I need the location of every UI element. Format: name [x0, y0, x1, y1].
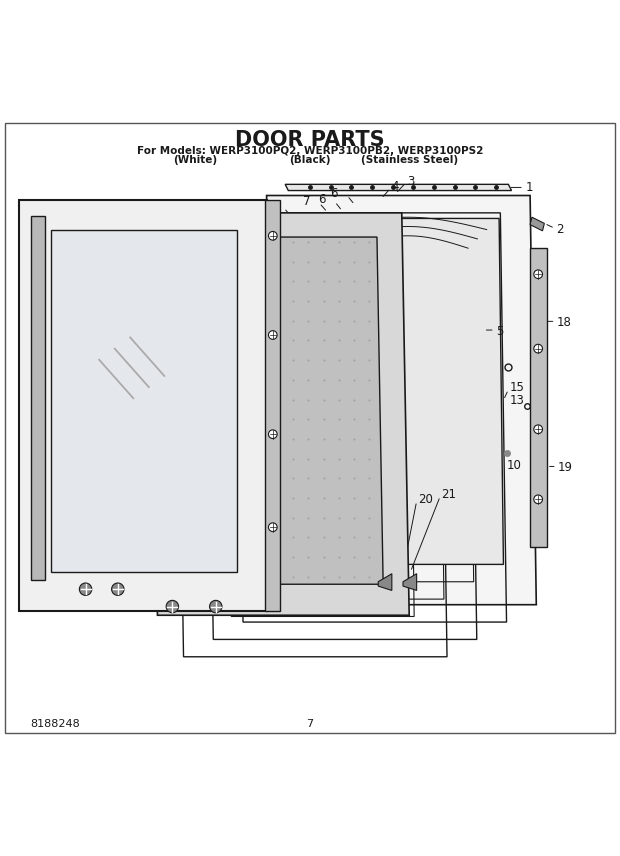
Circle shape	[268, 523, 277, 532]
Text: 8: 8	[267, 199, 274, 212]
Polygon shape	[316, 218, 503, 564]
Polygon shape	[378, 574, 392, 591]
Text: 10: 10	[94, 252, 109, 265]
Text: 12: 12	[210, 421, 224, 435]
Text: 4: 4	[392, 181, 399, 193]
Text: 13: 13	[510, 394, 525, 407]
Text: 13: 13	[30, 392, 45, 405]
Polygon shape	[31, 216, 45, 580]
Circle shape	[268, 231, 277, 241]
Circle shape	[534, 344, 542, 353]
Polygon shape	[183, 237, 383, 585]
Text: (Black): (Black)	[290, 155, 330, 165]
Polygon shape	[19, 199, 267, 611]
Text: 2: 2	[556, 223, 564, 236]
Polygon shape	[267, 195, 536, 604]
Circle shape	[534, 270, 542, 278]
Text: 20: 20	[418, 493, 433, 506]
Text: 18: 18	[557, 316, 572, 329]
Text: 3: 3	[407, 175, 415, 187]
Circle shape	[534, 425, 542, 434]
Text: (White): (White)	[173, 155, 218, 165]
Text: 12: 12	[32, 282, 46, 294]
Text: 5: 5	[496, 324, 503, 338]
Circle shape	[210, 600, 222, 613]
Text: eReplacementParts.com: eReplacementParts.com	[234, 404, 386, 417]
Text: 21: 21	[441, 488, 456, 501]
Circle shape	[268, 330, 277, 339]
Text: 13: 13	[153, 522, 167, 535]
Circle shape	[534, 495, 542, 503]
Circle shape	[268, 430, 277, 438]
Text: 19: 19	[558, 461, 573, 474]
Text: 19: 19	[216, 316, 231, 329]
Polygon shape	[530, 248, 547, 547]
Text: 10: 10	[507, 459, 522, 472]
Text: 22: 22	[368, 495, 383, 508]
Text: 6: 6	[330, 187, 338, 200]
Polygon shape	[403, 574, 417, 591]
Text: (Stainless Steel): (Stainless Steel)	[361, 155, 458, 165]
Circle shape	[112, 583, 124, 596]
Text: 13: 13	[123, 509, 138, 522]
Text: 9: 9	[205, 223, 212, 236]
Text: 1: 1	[526, 181, 533, 194]
Polygon shape	[51, 229, 237, 572]
Text: DOOR PARTS: DOOR PARTS	[235, 130, 385, 150]
Polygon shape	[265, 199, 280, 611]
Text: 15: 15	[510, 381, 525, 395]
Text: 8188248: 8188248	[30, 719, 79, 729]
Text: 7: 7	[306, 719, 314, 729]
Text: 13: 13	[227, 515, 242, 529]
Text: 11: 11	[119, 264, 134, 277]
Text: 7: 7	[303, 194, 310, 208]
Circle shape	[166, 600, 179, 613]
Polygon shape	[530, 217, 544, 231]
Text: 14: 14	[89, 487, 104, 500]
Text: 6: 6	[318, 193, 326, 206]
Polygon shape	[150, 213, 409, 615]
Polygon shape	[285, 184, 511, 191]
Text: For Models: WERP3100PQ2, WERP3100PB2, WERP3100PS2: For Models: WERP3100PQ2, WERP3100PB2, WE…	[137, 146, 483, 156]
Circle shape	[79, 583, 92, 596]
